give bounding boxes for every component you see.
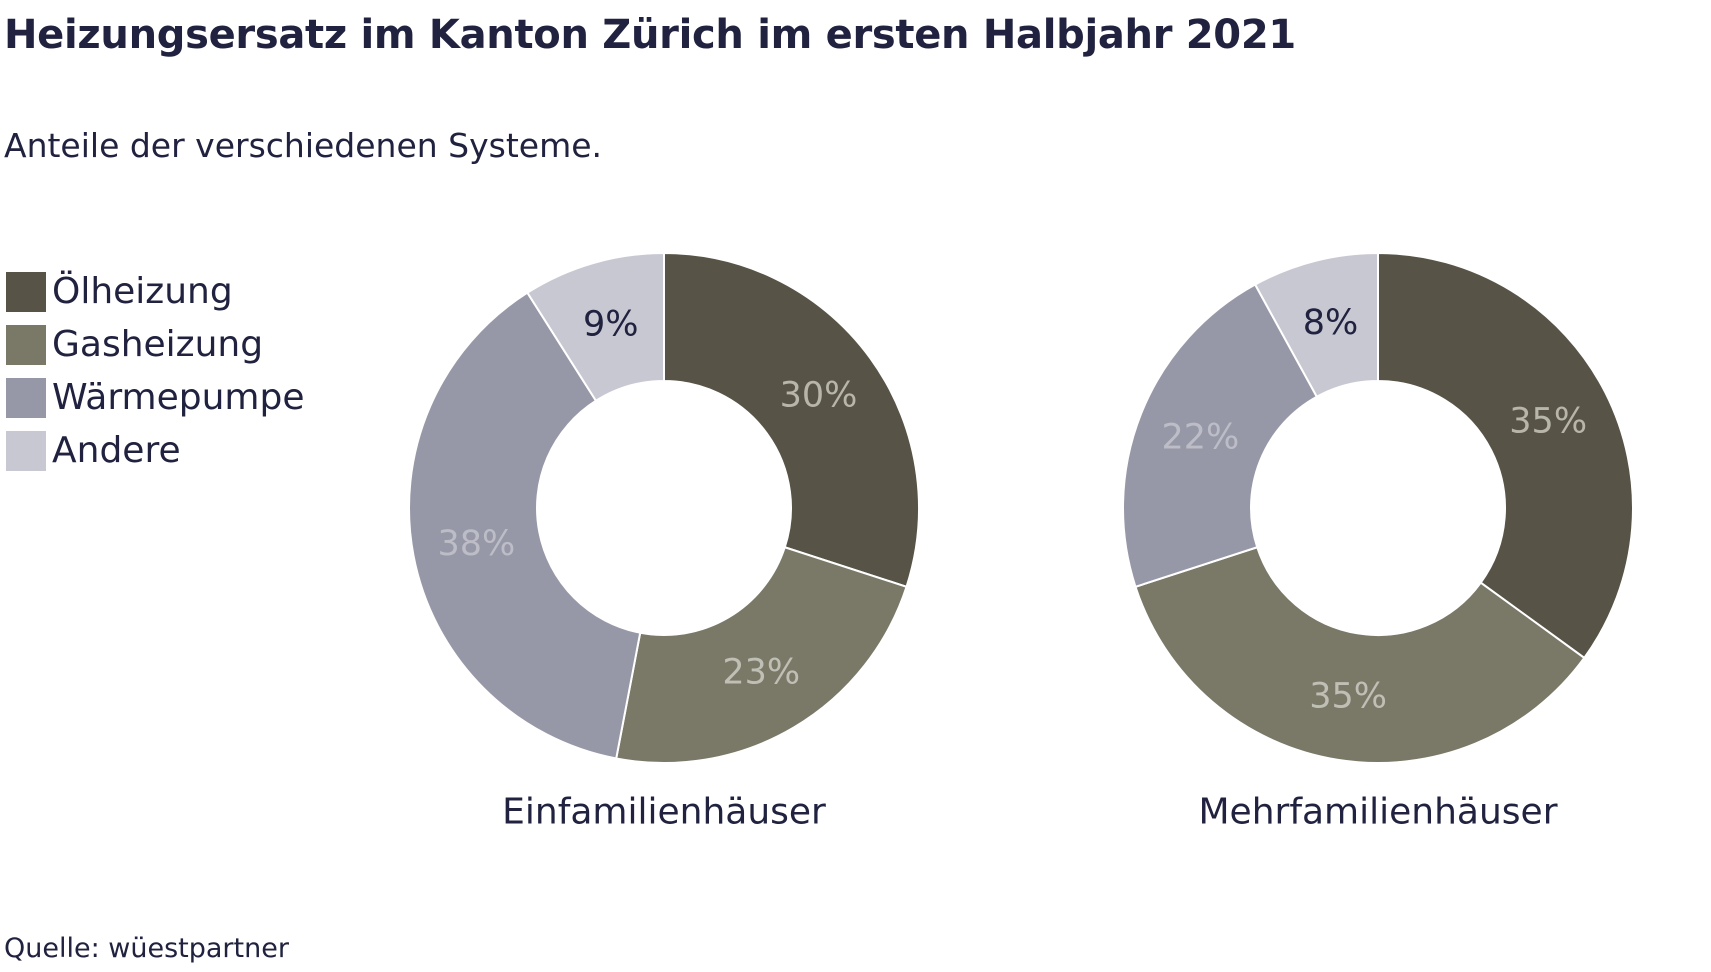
data-label-mehrfamilienhaeuser-gasheizung: 35% [1309, 677, 1387, 717]
data-label-mehrfamilienhaeuser-andere: 8% [1303, 303, 1359, 343]
legend-item-oelheizung: Ölheizung [6, 265, 304, 318]
data-label-mehrfamilienhaeuser-oelheizung: 35% [1509, 401, 1587, 441]
legend-label-oelheizung: Ölheizung [52, 270, 233, 312]
slice-mehrfamilienhaeuser-waermepumpe [1122, 283, 1319, 589]
slice-einfamilienhaeuser-andere [525, 251, 665, 403]
data-label-einfamilienhaeuser-gasheizung: 23% [722, 652, 800, 692]
slice-einfamilienhaeuser-waermepumpe [408, 291, 642, 760]
legend-swatch-andere [6, 430, 46, 471]
source-note: Quelle: wüestpartner [4, 933, 289, 964]
legend-item-gasheizung: Gasheizung [6, 318, 304, 371]
slice-mehrfamilienhaeuser-andere [1253, 251, 1379, 399]
legend-swatch-oelheizung [6, 271, 46, 312]
legend-swatch-gasheizung [6, 324, 46, 365]
slice-mehrfamilienhaeuser-gasheizung [1134, 545, 1586, 764]
data-label-einfamilienhaeuser-waermepumpe: 38% [437, 524, 515, 564]
slice-einfamilienhaeuser-oelheizung [663, 251, 920, 589]
slice-einfamilienhaeuser-gasheizung [615, 545, 908, 764]
legend: Ölheizung Gasheizung Wärmepumpe Andere [6, 265, 304, 477]
chart-title: Heizungsersatz im Kanton Zürich im erste… [4, 12, 1296, 58]
legend-label-waermepumpe: Wärmepumpe [52, 376, 305, 418]
legend-label-gasheizung: Gasheizung [52, 323, 264, 365]
data-label-einfamilienhaeuser-andere: 9% [583, 305, 639, 345]
legend-item-andere: Andere [6, 424, 304, 477]
legend-item-waermepumpe: Wärmepumpe [6, 371, 304, 424]
data-label-mehrfamilienhaeuser-waermepumpe: 22% [1162, 418, 1240, 458]
chart-label-einfamilienhaeuser: Einfamilienhäuser [502, 792, 826, 833]
chart-label-mehrfamilienhaeuser: Mehrfamilienhäuser [1199, 792, 1558, 833]
chart-subtitle: Anteile der verschiedenen Systeme. [4, 126, 603, 165]
slice-mehrfamilienhaeuser-oelheizung [1377, 251, 1634, 660]
legend-swatch-waermepumpe [6, 377, 46, 418]
donut-einfamilienhaeuser: 30% 23% 38% 9% Einfamilienhäuser [408, 251, 920, 833]
data-label-einfamilienhaeuser-oelheizung: 30% [780, 376, 858, 416]
donut-mehrfamilienhaeuser: 35% 35% 22% 8% Mehrfamilienhäuser [1122, 251, 1634, 833]
legend-label-andere: Andere [52, 429, 181, 471]
